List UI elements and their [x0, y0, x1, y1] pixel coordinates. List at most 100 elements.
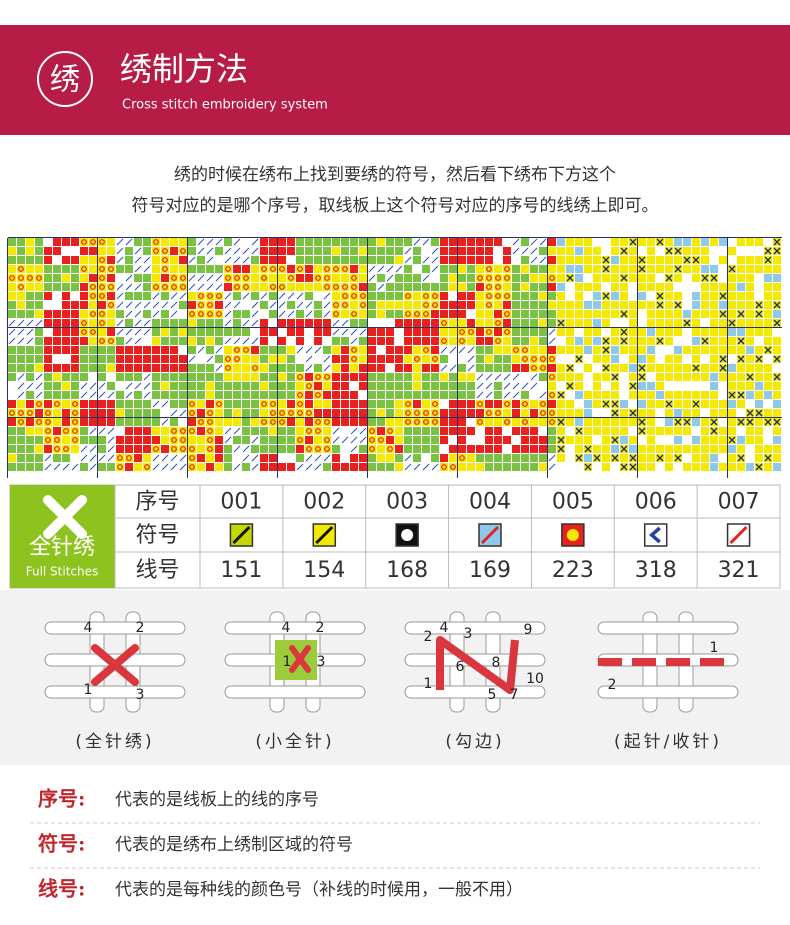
pattern-cell	[755, 373, 763, 381]
pattern-cell	[80, 436, 88, 444]
pattern-slash	[98, 427, 106, 435]
pattern-cell	[476, 301, 484, 309]
pattern-cell	[629, 445, 637, 453]
pattern-cell	[359, 319, 367, 327]
pattern-cell	[395, 373, 403, 381]
pattern-cell	[143, 346, 151, 354]
pattern-dot	[486, 329, 492, 335]
pattern-cell	[395, 238, 403, 246]
thread-number: 151	[220, 558, 262, 583]
pattern-cell	[665, 355, 673, 363]
pattern-cell	[746, 319, 754, 327]
pattern-cell	[53, 247, 61, 255]
pattern-cell	[485, 301, 493, 309]
pattern-cell	[296, 247, 304, 255]
pattern-cell	[35, 301, 43, 309]
pattern-cell	[521, 364, 529, 372]
pattern-cell	[269, 436, 277, 444]
pattern-cell	[53, 373, 61, 381]
pattern-cell	[170, 436, 178, 444]
pattern-cell	[755, 283, 763, 291]
pattern-cell	[746, 238, 754, 246]
pattern-dot	[180, 284, 186, 290]
pattern-cell	[548, 364, 556, 372]
pattern-cell	[512, 454, 520, 462]
pattern-cell	[611, 274, 619, 282]
pattern-cell	[512, 337, 520, 345]
pattern-cell	[431, 364, 439, 372]
pattern-cell	[233, 400, 241, 408]
header-title: 绣制方法	[120, 50, 248, 88]
thread-number: 318	[635, 558, 677, 583]
pattern-cell	[296, 391, 304, 399]
pattern-dot	[504, 266, 510, 272]
pattern-cell	[305, 283, 313, 291]
pattern-cell	[494, 346, 502, 354]
pattern-cell	[728, 337, 736, 345]
pattern-slash	[134, 337, 142, 345]
pattern-cell	[332, 418, 340, 426]
pattern-cell	[620, 436, 628, 444]
pattern-cell	[188, 382, 196, 390]
pattern-cell	[710, 337, 718, 345]
pattern-cell	[80, 373, 88, 381]
pattern-cell	[215, 355, 223, 363]
pattern-slash	[314, 454, 322, 462]
pattern-slash	[125, 310, 133, 318]
pattern-cell	[215, 436, 223, 444]
pattern-cell	[206, 427, 214, 435]
pattern-cell	[332, 463, 340, 471]
pattern-cell	[152, 382, 160, 390]
pattern-x	[575, 355, 583, 363]
pattern-cell	[539, 247, 547, 255]
pattern-cell	[260, 238, 268, 246]
pattern-cell	[422, 409, 430, 417]
pattern-dot	[117, 455, 123, 461]
pattern-cell	[494, 310, 502, 318]
pattern-cell	[143, 355, 151, 363]
pattern-cell	[107, 418, 115, 426]
pattern-cell	[125, 427, 133, 435]
pattern-cell	[314, 445, 322, 453]
pattern-dot	[423, 311, 429, 317]
pattern-cell	[179, 319, 187, 327]
pattern-cell	[179, 310, 187, 318]
pattern-cell	[224, 382, 232, 390]
pattern-cell	[737, 346, 745, 354]
pattern-cell	[107, 274, 115, 282]
pattern-cell	[89, 265, 97, 273]
pattern-cell	[602, 355, 610, 363]
pattern-cell	[332, 382, 340, 390]
pattern-cell	[71, 400, 79, 408]
pattern-cell	[116, 274, 124, 282]
pattern-cell	[134, 292, 142, 300]
pattern-cell	[494, 454, 502, 462]
pattern-cell	[35, 292, 43, 300]
pattern-cell	[53, 445, 61, 453]
pattern-cell	[35, 328, 43, 336]
pattern-dot	[486, 302, 492, 308]
pattern-cell	[134, 445, 142, 453]
pattern-cell	[701, 346, 709, 354]
pattern-cell	[188, 310, 196, 318]
pattern-dot	[495, 410, 501, 416]
pattern-cell	[449, 454, 457, 462]
pattern-dot	[297, 401, 303, 407]
pattern-cell	[656, 310, 664, 318]
pattern-cell	[683, 364, 691, 372]
pattern-cell	[224, 238, 232, 246]
pattern-cell	[287, 274, 295, 282]
pattern-cell	[584, 364, 592, 372]
pattern-dot	[207, 428, 213, 434]
pattern-cell	[125, 454, 133, 462]
pattern-cell	[368, 364, 376, 372]
pattern-cell	[458, 382, 466, 390]
pattern-cell	[737, 283, 745, 291]
row-label: 符号	[135, 523, 179, 548]
pattern-cell	[503, 427, 511, 435]
pattern-cell	[152, 427, 160, 435]
pattern-cell	[449, 427, 457, 435]
pattern-cell	[206, 373, 214, 381]
pattern-slash	[143, 391, 151, 399]
pattern-cell	[458, 373, 466, 381]
